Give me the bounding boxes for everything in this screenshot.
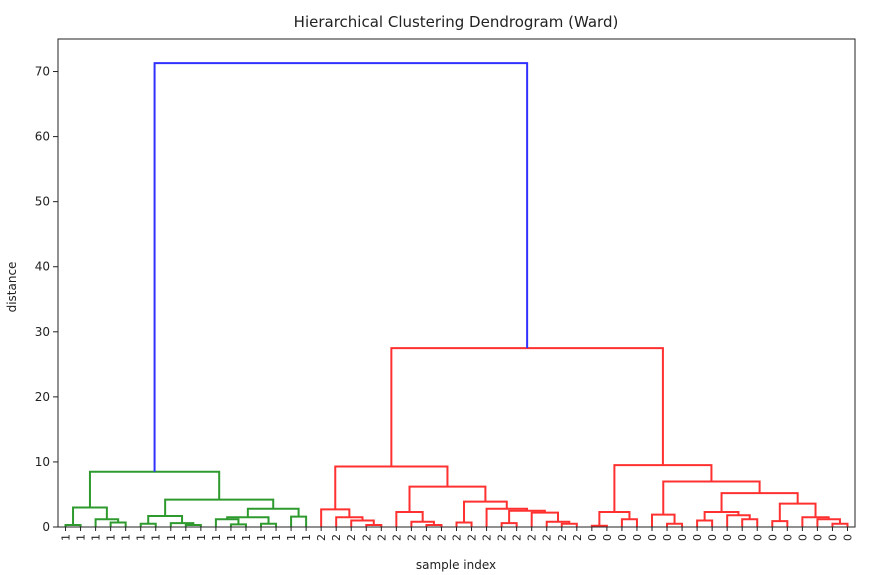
y-tick-label: 0 (42, 520, 50, 534)
leaf-label: 0 (676, 534, 689, 541)
link (726, 514, 751, 527)
leaf-label: 0 (736, 534, 749, 541)
link (530, 511, 560, 527)
leaf-label: 1 (90, 534, 103, 541)
link (463, 500, 508, 523)
leaf-label: 0 (616, 534, 629, 541)
x-axis-label: sample index (416, 558, 496, 572)
leaf-label: 0 (796, 534, 809, 541)
leaf-label: 1 (195, 534, 208, 541)
leaf-label: 2 (466, 534, 479, 541)
leaf-label: 1 (165, 534, 178, 541)
leaf-label: 1 (120, 534, 133, 541)
leaf-label: 2 (541, 534, 554, 541)
leaf-label: 0 (811, 534, 824, 541)
leaf-label: 2 (451, 534, 464, 541)
leaf-label: 1 (270, 534, 283, 541)
leaf-label: 2 (375, 534, 388, 541)
leaf-label: 1 (180, 534, 193, 541)
y-tick-label: 10 (35, 455, 50, 469)
link (395, 511, 424, 527)
leaf-label: 2 (420, 534, 433, 541)
leaf-label: 0 (781, 534, 794, 541)
leaf-label: 2 (315, 534, 328, 541)
leaf-label: 0 (691, 534, 704, 541)
leaf-label: 1 (135, 534, 148, 541)
y-tick-label: 20 (35, 390, 50, 404)
leaf-label: 2 (330, 534, 343, 541)
leaf-label: 1 (300, 534, 313, 541)
y-tick-label: 40 (35, 260, 50, 274)
link (771, 520, 789, 527)
leaf-label: 0 (661, 534, 674, 541)
leaf-label: 1 (60, 534, 73, 541)
link (778, 502, 817, 522)
link (650, 513, 676, 527)
leaf-label: 0 (766, 534, 779, 541)
leaf-label: 1 (255, 534, 268, 541)
leaf-label: 2 (571, 534, 584, 541)
link (335, 516, 364, 527)
leaf-label: 0 (706, 534, 719, 541)
link (72, 506, 108, 526)
leaf-label: 0 (631, 534, 644, 541)
leaf-label: 1 (105, 534, 118, 541)
link (500, 522, 518, 527)
leaf-label: 2 (511, 534, 524, 541)
leaf-label: 0 (646, 534, 659, 541)
y-tick-label: 50 (35, 195, 50, 209)
leaf-label: 0 (841, 534, 854, 541)
plot-frame (57, 38, 856, 528)
y-tick-label: 60 (35, 130, 50, 144)
leaf-label: 0 (826, 534, 839, 541)
link (455, 521, 473, 527)
y-tick-label: 30 (35, 325, 50, 339)
leaf-label: 1 (225, 534, 238, 541)
link (88, 470, 221, 508)
leaf-label: 2 (405, 534, 418, 541)
leaf-label: 2 (481, 534, 494, 541)
leaf-label: 1 (240, 534, 253, 541)
link (662, 480, 761, 515)
leaf-label: 0 (721, 534, 734, 541)
leaf-label: 1 (285, 534, 298, 541)
leaf-label: 2 (360, 534, 373, 541)
link (214, 518, 240, 527)
y-axis-label: distance (5, 262, 19, 313)
link (696, 519, 714, 527)
leaf-label: 1 (210, 534, 223, 541)
leaf-label: 1 (75, 534, 88, 541)
chart-title: Hierarchical Clustering Dendrogram (Ward… (294, 13, 619, 31)
leaf-label: 0 (601, 534, 614, 541)
leaf-label: 2 (345, 534, 358, 541)
link (620, 518, 638, 527)
link (390, 347, 664, 467)
link (334, 465, 449, 510)
link (153, 62, 529, 472)
link (290, 515, 308, 527)
leaf-label: 0 (586, 534, 599, 541)
leaf-label: 1 (150, 534, 163, 541)
link (408, 485, 487, 513)
link (109, 521, 127, 527)
leaf-label: 2 (435, 534, 448, 541)
leaf-label: 2 (390, 534, 403, 541)
y-tick-label: 70 (35, 65, 50, 79)
leaf-label: 2 (496, 534, 509, 541)
leaf-label: 0 (751, 534, 764, 541)
leaf-label: 2 (526, 534, 539, 541)
link (741, 518, 759, 527)
leaf-label: 2 (556, 534, 569, 541)
